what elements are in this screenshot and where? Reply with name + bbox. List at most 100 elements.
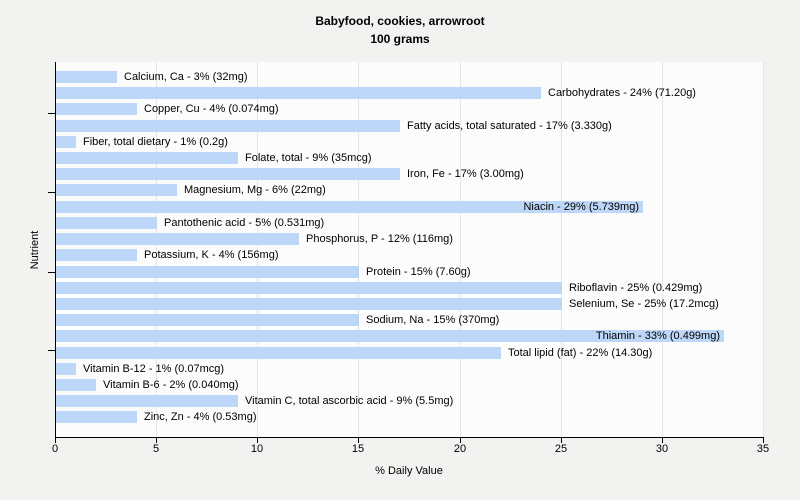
y-tick-2 bbox=[48, 272, 55, 273]
bar bbox=[56, 379, 96, 391]
gridline-x-30 bbox=[662, 62, 663, 437]
bar bbox=[56, 347, 501, 359]
bar bbox=[56, 71, 117, 83]
y-tick-0 bbox=[48, 113, 55, 114]
bar-label: Pantothenic acid - 5% (0.531mg) bbox=[164, 217, 325, 229]
gridline-x-10 bbox=[257, 62, 258, 437]
bar-row: Pantothenic acid - 5% (0.531mg) bbox=[56, 217, 763, 229]
bar-label: Phosphorus, P - 12% (116mg) bbox=[306, 233, 453, 245]
bar-label: Copper, Cu - 4% (0.074mg) bbox=[144, 103, 279, 115]
bar-label: Riboflavin - 25% (0.429mg) bbox=[569, 282, 703, 294]
bar bbox=[56, 217, 157, 229]
y-axis-line bbox=[55, 62, 56, 438]
y-tick-3 bbox=[48, 350, 55, 351]
bar-row: Fiber, total dietary - 1% (0.2g) bbox=[56, 136, 763, 148]
bar-row: Riboflavin - 25% (0.429mg) bbox=[56, 282, 763, 294]
bar bbox=[56, 103, 137, 115]
bar-row: Copper, Cu - 4% (0.074mg) bbox=[56, 103, 763, 115]
bar-row: Total lipid (fat) - 22% (14.30g) bbox=[56, 347, 763, 359]
bar-label: Iron, Fe - 17% (3.00mg) bbox=[407, 168, 524, 180]
bar-label: Calcium, Ca - 3% (32mg) bbox=[124, 71, 248, 83]
bar-label: Thiamin - 33% (0.499mg) bbox=[595, 330, 720, 342]
x-tick-label-10: 10 bbox=[250, 443, 264, 455]
bar-row: Magnesium, Mg - 6% (22mg) bbox=[56, 184, 763, 196]
bar-row: Zinc, Zn - 4% (0.53mg) bbox=[56, 411, 763, 423]
gridline-x-15 bbox=[358, 62, 359, 437]
chart-subtitle: 100 grams bbox=[370, 32, 430, 46]
bar bbox=[56, 249, 137, 261]
bar-label: Fatty acids, total saturated - 17% (3.33… bbox=[407, 120, 612, 132]
x-tick-10 bbox=[257, 437, 258, 443]
bar-label: Vitamin C, total ascorbic acid - 9% (5.5… bbox=[245, 395, 454, 407]
x-tick-35 bbox=[763, 437, 764, 443]
bar bbox=[56, 411, 137, 423]
x-tick-5 bbox=[156, 437, 157, 443]
bar-row: Selenium, Se - 25% (17.2mcg) bbox=[56, 298, 763, 310]
x-tick-30 bbox=[662, 437, 663, 443]
chart-title: Babyfood, cookies, arrowroot bbox=[315, 14, 485, 28]
bar-row: Phosphorus, P - 12% (116mg) bbox=[56, 233, 763, 245]
x-tick-label-35: 35 bbox=[756, 443, 770, 455]
bar-row: Vitamin C, total ascorbic acid - 9% (5.5… bbox=[56, 395, 763, 407]
bar bbox=[56, 87, 541, 99]
gridline-x-25 bbox=[561, 62, 562, 437]
bar bbox=[56, 282, 562, 294]
bar-label: Niacin - 29% (5.739mg) bbox=[523, 201, 639, 213]
bar-label: Total lipid (fat) - 22% (14.30g) bbox=[508, 347, 653, 359]
x-axis-line bbox=[55, 437, 764, 438]
bar-row: Carbohydrates - 24% (71.20g) bbox=[56, 87, 763, 99]
bar-row: Vitamin B-12 - 1% (0.07mcg) bbox=[56, 363, 763, 375]
x-tick-label-20: 20 bbox=[453, 443, 467, 455]
bar bbox=[56, 120, 400, 132]
bar bbox=[56, 314, 359, 326]
bar-label: Folate, total - 9% (35mcg) bbox=[245, 152, 372, 164]
bar-row: Protein - 15% (7.60g) bbox=[56, 266, 763, 278]
bar-label: Magnesium, Mg - 6% (22mg) bbox=[184, 184, 326, 196]
bar bbox=[56, 168, 400, 180]
bar-label: Protein - 15% (7.60g) bbox=[366, 266, 471, 278]
bar-row: Thiamin - 33% (0.499mg) bbox=[56, 330, 763, 342]
bar bbox=[56, 330, 724, 342]
bar-label: Selenium, Se - 25% (17.2mcg) bbox=[569, 298, 719, 310]
bar bbox=[56, 152, 238, 164]
bar-row: Fatty acids, total saturated - 17% (3.33… bbox=[56, 120, 763, 132]
bar-label: Vitamin B-6 - 2% (0.040mg) bbox=[103, 379, 239, 391]
x-tick-20 bbox=[460, 437, 461, 443]
y-tick-1 bbox=[48, 192, 55, 193]
bar-row: Calcium, Ca - 3% (32mg) bbox=[56, 71, 763, 83]
x-tick-0 bbox=[55, 437, 56, 443]
bar bbox=[56, 363, 76, 375]
gridline-x-5 bbox=[156, 62, 157, 437]
x-tick-15 bbox=[358, 437, 359, 443]
bar-row: Iron, Fe - 17% (3.00mg) bbox=[56, 168, 763, 180]
x-tick-label-15: 15 bbox=[351, 443, 365, 455]
bar bbox=[56, 136, 76, 148]
bar-label: Potassium, K - 4% (156mg) bbox=[144, 249, 279, 261]
x-tick-label-5: 5 bbox=[152, 443, 160, 455]
x-tick-25 bbox=[561, 437, 562, 443]
gridline-x-35 bbox=[763, 62, 764, 437]
bar bbox=[56, 298, 562, 310]
bar-row: Folate, total - 9% (35mcg) bbox=[56, 152, 763, 164]
bar-label: Fiber, total dietary - 1% (0.2g) bbox=[83, 136, 228, 148]
bar bbox=[56, 395, 238, 407]
bar bbox=[56, 233, 299, 245]
x-tick-label-30: 30 bbox=[655, 443, 669, 455]
bar-row: Sodium, Na - 15% (370mg) bbox=[56, 314, 763, 326]
bar bbox=[56, 201, 643, 213]
gridline-x-20 bbox=[460, 62, 461, 437]
x-tick-label-0: 0 bbox=[51, 443, 59, 455]
x-axis-title: % Daily Value bbox=[375, 465, 443, 477]
bar bbox=[56, 184, 177, 196]
x-tick-label-25: 25 bbox=[554, 443, 568, 455]
bar-row: Potassium, K - 4% (156mg) bbox=[56, 249, 763, 261]
bar-label: Carbohydrates - 24% (71.20g) bbox=[548, 87, 696, 99]
bar-row: Niacin - 29% (5.739mg) bbox=[56, 201, 763, 213]
bar-row: Vitamin B-6 - 2% (0.040mg) bbox=[56, 379, 763, 391]
bar-label: Sodium, Na - 15% (370mg) bbox=[366, 314, 500, 326]
y-axis-title: Nutrient bbox=[29, 230, 41, 270]
bar bbox=[56, 266, 359, 278]
bar-label: Vitamin B-12 - 1% (0.07mcg) bbox=[83, 363, 225, 375]
bar-label: Zinc, Zn - 4% (0.53mg) bbox=[144, 411, 257, 423]
